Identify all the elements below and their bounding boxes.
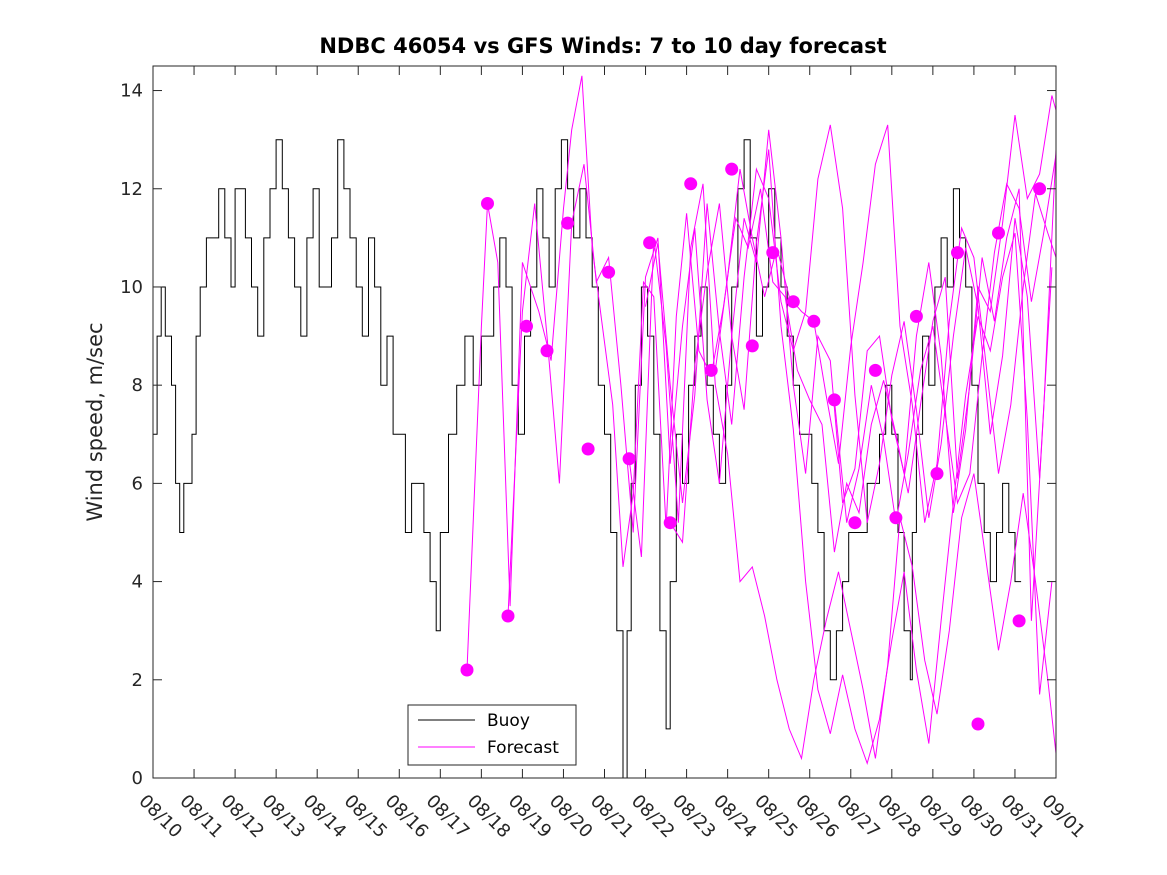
- y-tick-label: 6: [132, 473, 143, 494]
- forecast-marker: [807, 314, 821, 328]
- forecast-marker: [786, 295, 800, 309]
- forecast-marker: [684, 177, 698, 191]
- forecast-series-line-1: [466, 75, 1057, 671]
- y-tick-label: 8: [132, 375, 143, 396]
- forecast-series-line-4: [669, 149, 1053, 765]
- forecast-marker: [909, 309, 923, 323]
- forecast-marker: [745, 339, 759, 353]
- forecast-marker: [725, 162, 739, 176]
- forecast-marker: [643, 236, 657, 250]
- forecast-marker: [561, 216, 575, 230]
- forecast-marker: [848, 516, 862, 530]
- forecast-marker: [827, 393, 841, 407]
- forecast-series-line-3: [628, 183, 1057, 761]
- y-tick-label: 12: [120, 179, 143, 200]
- marker-layer: [460, 162, 1047, 731]
- forecast-marker: [1012, 614, 1026, 628]
- forecast-marker: [971, 717, 985, 731]
- forecast-marker: [520, 319, 533, 333]
- legend: Buoy Forecast: [407, 704, 577, 766]
- forecast-marker: [481, 197, 494, 210]
- legend-buoy-label: Buoy: [487, 711, 530, 731]
- forecast-marker: [540, 344, 554, 358]
- y-tick-label: 0: [132, 768, 143, 789]
- y-tick-label: 4: [132, 572, 143, 593]
- y-tick-label: 10: [120, 277, 143, 298]
- forecast-marker: [501, 609, 515, 623]
- forecast-marker: [622, 452, 636, 466]
- forecast-marker: [951, 246, 964, 260]
- forecast-series-line-7: [833, 154, 1057, 523]
- forecast-series-line-6: [714, 124, 1057, 523]
- forecast-marker: [460, 663, 474, 677]
- forecast-marker: [1033, 182, 1047, 196]
- forecast-marker: [663, 516, 677, 530]
- y-tick-label: 14: [120, 81, 143, 102]
- legend-forecast-label: Forecast: [487, 738, 559, 758]
- forecast-marker: [766, 246, 780, 260]
- forecast-marker: [602, 265, 616, 279]
- chart-title: NDBC 46054 vs GFS Winds: 7 to 10 day for…: [319, 34, 886, 58]
- forecast-marker: [992, 226, 1005, 240]
- forecast-marker: [930, 467, 944, 481]
- forecast-marker: [704, 363, 718, 377]
- buoy-series-line: [153, 139, 1022, 779]
- series-layer: [153, 75, 1057, 779]
- forecast-marker: [581, 442, 595, 456]
- forecast-marker: [868, 363, 882, 377]
- forecast-marker: [889, 511, 903, 525]
- y-tick-label: 2: [132, 670, 143, 691]
- y-axis-label: Wind speed, m/sec: [83, 322, 107, 521]
- forecast-series-line-5: [645, 124, 1053, 523]
- legend-box: [407, 704, 577, 766]
